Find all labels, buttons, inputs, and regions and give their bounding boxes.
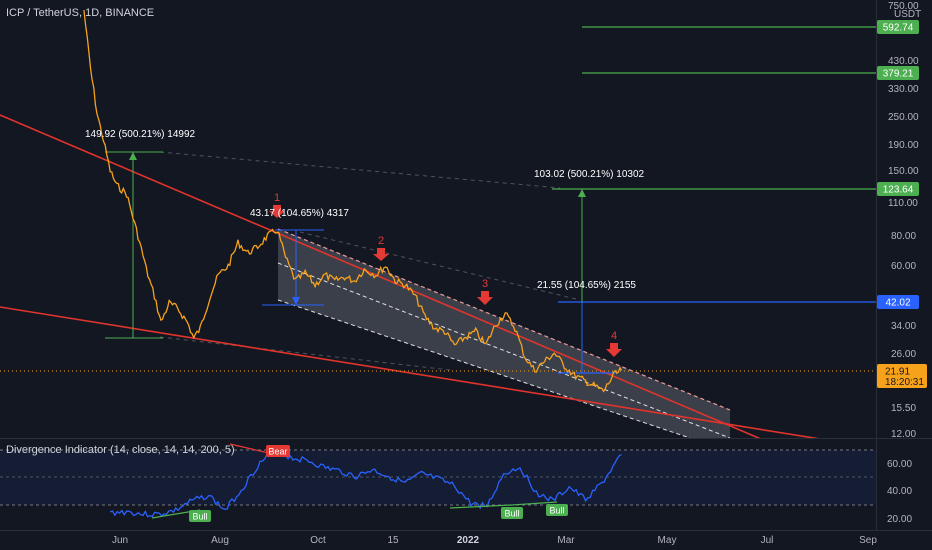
- measure-2-lower-label: 21.55 (104.65%) 2155: [537, 280, 636, 291]
- price-tick: 150.00: [888, 166, 919, 177]
- countdown-text: 18:20:31: [885, 377, 924, 388]
- chart-title: ICP / TetherUS, 1D, BINANCE: [6, 7, 154, 19]
- signal-arrow-1[interactable]: 1: [269, 192, 285, 218]
- price-tick: 26.00: [891, 349, 916, 360]
- price-tick: 60.00: [891, 261, 916, 272]
- price-tick: 190.00: [888, 140, 919, 151]
- bull-label-2-text: Bull: [504, 509, 519, 519]
- time-label: 2022: [457, 535, 480, 546]
- time-axis[interactable]: Jun Aug Oct 15 2022 Mar May Jul Sep: [112, 535, 877, 546]
- bull-label-3-text: Bull: [549, 506, 564, 516]
- price-series-line[interactable]: [83, 10, 623, 393]
- time-label: Aug: [211, 535, 229, 546]
- bull-label-1: Bull: [189, 510, 211, 522]
- measure-blue-arrowhead: [292, 297, 300, 305]
- measure-2-arrowhead: [578, 189, 586, 197]
- current-price-badge: 21.91 18:20:31: [877, 364, 927, 388]
- time-label: Sep: [859, 535, 877, 546]
- signal-arrow-3-label: 3: [482, 278, 488, 290]
- badge-42-text: 42.02: [885, 298, 910, 309]
- price-tick: 430.00: [888, 56, 919, 67]
- badge-123-text: 123.64: [883, 185, 914, 196]
- current-price-text: 21.91: [885, 367, 910, 378]
- indicator-tick: 40.00: [887, 486, 912, 497]
- bull-divergence-line-2: [449, 504, 513, 509]
- price-tick: 12.00: [891, 429, 916, 440]
- signal-arrow-2[interactable]: 2: [373, 235, 389, 261]
- badge-42: 42.02: [877, 295, 919, 309]
- price-tick: 80.00: [891, 231, 916, 242]
- currency-label: USDT: [894, 9, 921, 20]
- indicator-tick: 60.00: [887, 459, 912, 470]
- time-label: May: [658, 535, 677, 546]
- time-label: Mar: [557, 535, 575, 546]
- price-tick: 250.00: [888, 112, 919, 123]
- measure-2-upper-label: 103.02 (500.21%) 10302: [534, 169, 645, 180]
- signal-arrow-4[interactable]: 4: [606, 330, 622, 357]
- bull-label-3: Bull: [546, 504, 568, 516]
- measure-1-lower-label: 43.17 (104.65%) 4317: [250, 208, 349, 219]
- price-tick: 34.00: [891, 321, 916, 332]
- indicator-axis[interactable]: 60.00 40.00 20.00: [887, 459, 912, 525]
- projection-line-upper: [159, 151, 561, 189]
- signal-arrow-2-label: 2: [378, 235, 384, 247]
- measure-1-arrowhead: [129, 152, 137, 160]
- bear-label-text: Bear: [268, 447, 287, 457]
- bull-label-2: Bull: [501, 507, 523, 519]
- lower-trend-line[interactable]: [0, 306, 876, 448]
- indicator-tick: 20.00: [887, 514, 912, 525]
- indicator-title: Divergence Indicator (14, close, 14, 14,…: [6, 444, 235, 456]
- bear-label: Bear: [266, 445, 290, 457]
- time-label: Jul: [761, 535, 774, 546]
- price-tick: 15.50: [891, 403, 916, 414]
- signal-arrow-1-label: 1: [274, 192, 280, 204]
- badge-379: 379.21: [877, 66, 919, 80]
- indicator-panel: [0, 439, 876, 530]
- projection-line-lower: [299, 231, 581, 301]
- price-tick: 330.00: [888, 84, 919, 95]
- upper-trend-line[interactable]: [0, 114, 876, 488]
- time-label: Jun: [112, 535, 128, 546]
- price-tick: 110.00: [888, 198, 918, 209]
- badge-123: 123.64: [877, 182, 919, 196]
- badge-379-text: 379.21: [883, 69, 914, 80]
- main-panel: [0, 0, 876, 438]
- price-tick: 750.00: [888, 1, 919, 12]
- time-label: Oct: [310, 535, 326, 546]
- projection-line-base: [159, 336, 451, 371]
- badge-592: 592.74: [877, 20, 919, 34]
- channel-mid-line: [277, 262, 731, 438]
- channel-lower-line: [277, 299, 691, 438]
- signal-arrow-3[interactable]: 3: [477, 278, 493, 305]
- measure-1-upper-label: 149.92 (500.21%) 14992: [85, 129, 196, 140]
- badge-592-text: 592.74: [883, 23, 914, 34]
- indicator-series-line[interactable]: [109, 445, 622, 518]
- bull-divergence-line-3: [511, 501, 558, 506]
- time-label: 15: [387, 535, 399, 546]
- bull-label-1-text: Bull: [192, 512, 207, 522]
- price-axis[interactable]: 750.00 USDT 430.00 330.00 250.00 190.00 …: [888, 1, 921, 440]
- signal-arrow-4-label: 4: [611, 330, 617, 342]
